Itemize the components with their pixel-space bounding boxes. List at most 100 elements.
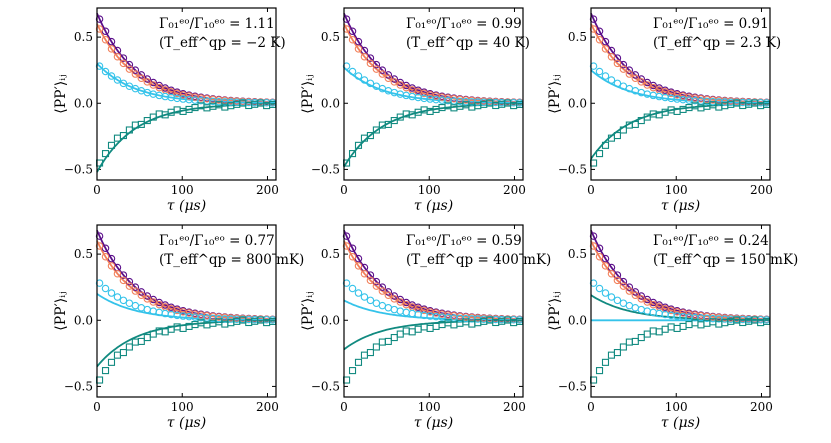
data-point-cyan: [396, 307, 405, 315]
data-point-teal: [426, 324, 434, 332]
ratio-annotation: Γ₀₁ᵉᵒ/Γ₁₀ᵉᵒ = 1.11: [159, 16, 275, 32]
data-point-teal: [360, 351, 369, 359]
data-point-orange: [625, 70, 634, 78]
x-tick-label: 100: [418, 183, 441, 197]
data-point-teal: [631, 337, 639, 345]
data-point-orange: [107, 262, 116, 270]
x-axis-label: τ (μs): [661, 415, 700, 431]
data-point-orange: [101, 252, 110, 261]
data-point-orange: [125, 282, 134, 290]
plot-frame: [96, 224, 277, 398]
plot-frame: [590, 224, 771, 398]
data-point-orange: [131, 70, 140, 78]
data-point-purple: [589, 15, 598, 23]
data-point-orange: [378, 70, 387, 78]
x-tick-label: 100: [171, 183, 194, 197]
data-point-teal: [619, 126, 627, 134]
x-tick-label: 200: [256, 183, 279, 197]
x-tick-label: 0: [93, 183, 101, 197]
data-point-teal: [143, 334, 151, 342]
data-point-orange: [348, 35, 357, 44]
data-point-teal: [643, 330, 651, 338]
ratio-annotation: Γ₀₁ᵉᵒ/Γ₁₀ᵉᵒ = 0.77: [159, 233, 275, 249]
x-tick-label: 0: [587, 183, 595, 197]
data-point-teal: [619, 343, 627, 351]
x-tick-label: 200: [503, 400, 526, 414]
data-point-teal: [601, 141, 610, 149]
data-point-orange: [643, 298, 652, 306]
data-point-orange: [143, 295, 152, 303]
data-point-orange: [589, 242, 598, 250]
data-point-cyan: [354, 289, 363, 297]
data-point-orange: [601, 262, 610, 270]
y-tick-label: −0.5: [64, 379, 93, 393]
data-point-teal: [101, 150, 110, 158]
x-axis-label: τ (μs): [414, 415, 453, 431]
data-point-teal: [119, 131, 127, 140]
plot-frame: [96, 7, 277, 181]
data-point-orange: [384, 74, 393, 83]
data-point-orange: [637, 295, 646, 303]
data-point-cyan: [637, 305, 646, 314]
data-point-teal: [607, 351, 616, 359]
data-point-cyan: [607, 76, 616, 84]
data-point-teal: [137, 120, 145, 128]
data-point-teal: [697, 321, 705, 329]
data-point-orange: [396, 298, 405, 306]
data-point-orange: [378, 287, 387, 295]
data-point-orange: [366, 276, 375, 285]
data-point-orange: [119, 276, 128, 285]
data-point-cyan: [613, 79, 622, 88]
y-axis-label: ⟨PP′⟩ᵢⱼ: [53, 291, 69, 330]
y-axis-label: ⟨PP′⟩ᵢⱼ: [300, 74, 316, 113]
temperature-annotation: (T_eff^qp = 2.3 K): [653, 35, 781, 51]
data-point-teal: [408, 328, 416, 336]
temperature-annotation: (T_eff^qp = 150 mK): [653, 252, 798, 268]
data-point-cyan: [366, 296, 375, 305]
data-point-teal: [372, 126, 380, 134]
y-tick-label: 0.5: [321, 247, 340, 261]
data-point-teal: [396, 330, 404, 338]
data-point-orange: [149, 298, 158, 306]
data-point-teal: [378, 338, 386, 346]
data-point-teal: [101, 367, 110, 375]
data-point-cyan: [408, 309, 416, 318]
data-point-teal: [107, 358, 116, 366]
data-point-purple: [342, 232, 351, 240]
y-axis-label: ⟨PP′⟩ᵢⱼ: [547, 74, 563, 113]
panel-2: 0 100 200 −0.5 0.0 0.5 Γ₀₁ᵉᵒ/Γ₁₀ᵉᵒ = 0.99 (T_ef…: [300, 7, 530, 214]
data-point-cyan: [101, 67, 110, 76]
data-point-orange: [107, 45, 116, 53]
y-axis-label: ⟨PP′⟩ᵢⱼ: [547, 291, 563, 330]
panel-5: 0 100 200 −0.5 0.0 0.5 Γ₀₁ᵉᵒ/Γ₁₀ᵉᵒ = 0.59 (T_ef…: [300, 224, 551, 431]
data-point-teal: [625, 338, 633, 346]
data-point-teal: [673, 324, 681, 332]
data-point-cyan: [342, 62, 351, 70]
data-point-cyan: [589, 62, 598, 70]
data-point-cyan: [631, 304, 640, 312]
data-point-orange: [625, 287, 634, 295]
data-point-cyan: [613, 296, 622, 305]
y-tick-label: 0.5: [74, 30, 93, 44]
data-point-cyan: [649, 91, 657, 100]
x-tick-label: 0: [340, 400, 348, 414]
data-point-teal: [125, 126, 133, 134]
data-point-orange: [137, 74, 146, 83]
data-point-orange: [95, 25, 104, 33]
data-point-cyan: [595, 284, 604, 293]
data-point-cyan: [402, 308, 410, 317]
x-axis-label: τ (μs): [661, 198, 700, 214]
data-point-teal: [655, 328, 663, 336]
temperature-annotation: (T_eff^qp = 400 mK): [406, 252, 551, 268]
data-point-purple: [589, 232, 598, 240]
x-tick-label: 200: [256, 400, 279, 414]
data-point-cyan: [354, 72, 363, 80]
data-point-orange: [396, 81, 405, 89]
data-point-orange: [149, 81, 158, 89]
data-point-cyan: [589, 279, 598, 287]
y-tick-label: −0.5: [311, 162, 340, 176]
x-tick-label: 200: [503, 183, 526, 197]
data-point-orange: [342, 242, 351, 250]
data-point-orange: [342, 25, 351, 33]
x-tick-label: 100: [418, 400, 441, 414]
